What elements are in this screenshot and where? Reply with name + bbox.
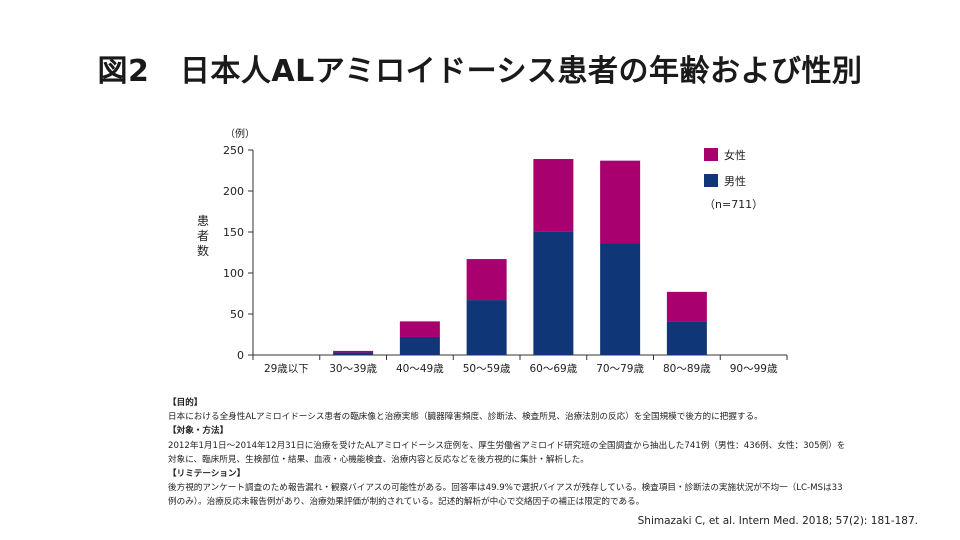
y-unit-label: （例） bbox=[225, 127, 255, 140]
study-notes: 【目的】 日本における全身性ALアミロイドーシス患者の臨床像と治療実態（臓器障害… bbox=[168, 396, 848, 510]
page-title: 図2 日本人ALアミロイドーシス患者の年齢および性別 bbox=[97, 54, 863, 89]
purpose-text: 日本における全身性ALアミロイドーシス患者の臨床像と治療実態（臓器障害頻度、診断… bbox=[168, 412, 763, 423]
method-text: 2012年1月1日～2014年12月31日に治療を受けたALアミロイドーシス症例… bbox=[168, 440, 846, 465]
bar-segment bbox=[533, 231, 574, 355]
y-tick-label: 50 bbox=[230, 308, 244, 321]
x-tick-label: 29歳以下 bbox=[264, 363, 309, 375]
bar-segment bbox=[466, 300, 507, 355]
legend-label: 女性 bbox=[724, 148, 746, 162]
bar-segment bbox=[399, 321, 440, 337]
x-axis: 29歳以下 30～39歳 40～49歳 50～59歳 60～69歳 70～79歳 80～89… bbox=[252, 354, 788, 375]
bar-segment bbox=[600, 243, 641, 355]
purpose-heading: 【目的】 bbox=[168, 398, 203, 408]
y-axis: 0 50 100 150 200 250 bbox=[223, 144, 254, 362]
x-tick-label: 60～69歳 bbox=[530, 363, 578, 375]
y-tick-label: 100 bbox=[223, 267, 244, 280]
y-tick-label: 0 bbox=[237, 349, 244, 362]
legend-swatch bbox=[704, 148, 718, 161]
y-tick-label: 150 bbox=[223, 226, 244, 239]
bar-segment bbox=[533, 159, 574, 232]
y-tick-label: 250 bbox=[223, 144, 244, 157]
x-tick-label: 50～59歳 bbox=[463, 363, 511, 375]
bars bbox=[333, 159, 707, 355]
citation: Shimazaki C, et al. Intern Med. 2018; 57… bbox=[637, 515, 918, 527]
y-axis-label: 患者数 bbox=[197, 214, 209, 258]
sample-size-note: （n=711） bbox=[704, 198, 763, 211]
bar-segment bbox=[399, 336, 440, 355]
bar-segment bbox=[333, 350, 374, 353]
x-tick-label: 30～39歳 bbox=[329, 363, 377, 375]
bar-segment bbox=[666, 291, 707, 322]
bar-segment bbox=[466, 259, 507, 301]
x-tick-label: 40～49歳 bbox=[396, 363, 444, 375]
y-tick-label: 200 bbox=[223, 185, 244, 198]
limitation-heading: 【リミテーション】 bbox=[168, 469, 246, 480]
x-tick-label: 90～99歳 bbox=[730, 363, 778, 375]
bar-segment bbox=[666, 321, 707, 355]
bar-segment bbox=[333, 352, 374, 355]
stacked-bar-chart: （例） 患者数 0 50 100 150 200 250 29歳以下 30～39歳 40～49… bbox=[197, 127, 788, 375]
method-heading: 【対象・方法】 bbox=[168, 426, 229, 437]
legend-swatch bbox=[704, 174, 718, 187]
x-tick-label: 80～89歳 bbox=[663, 363, 711, 375]
bar-segment bbox=[600, 160, 641, 244]
limitation-text: 後方視的アンケート調査のため報告漏れ・観察バイアスの可能性がある。回答率は49.… bbox=[168, 483, 843, 508]
legend-label: 男性 bbox=[724, 174, 746, 188]
x-tick-label: 70～79歳 bbox=[596, 363, 644, 375]
